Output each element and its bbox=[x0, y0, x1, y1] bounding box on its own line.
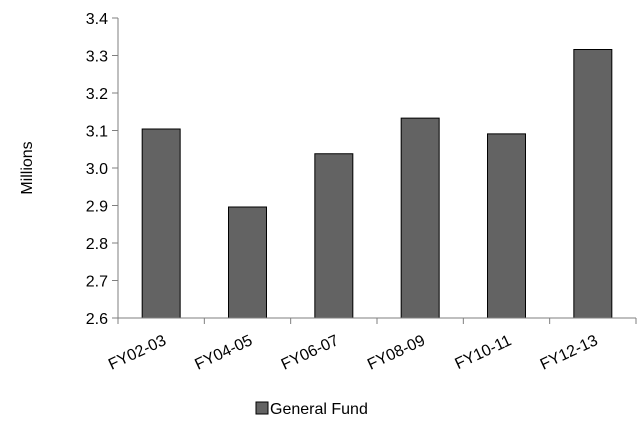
bar-fy12-13 bbox=[573, 49, 613, 319]
x-axis: FY02-03 FY04-05 FY06-07 FY08-09 FY10-11 FY12-… bbox=[106, 317, 637, 374]
bar-fy06-07 bbox=[314, 153, 354, 319]
x-tick-label: FY02-03 bbox=[106, 332, 169, 373]
legend-label-general-fund: General Fund bbox=[270, 401, 368, 418]
y-tick-label: 3.4 bbox=[86, 11, 108, 28]
y-axis: 2.6 2.7 2.8 2.9 3.0 3.1 3.2 3.3 3.4 bbox=[86, 11, 119, 328]
x-tick-label: FY04-05 bbox=[192, 332, 255, 373]
y-tick-label: 2.6 bbox=[86, 311, 108, 328]
legend: General Fund bbox=[255, 401, 368, 418]
x-tick-label: FY12-13 bbox=[538, 332, 601, 373]
legend-swatch-general-fund bbox=[255, 401, 269, 415]
bar-fy02-03 bbox=[141, 128, 181, 319]
x-tick-label: FY08-09 bbox=[365, 332, 428, 373]
y-tick-label: 3.3 bbox=[86, 49, 108, 66]
y-axis-label: Millions bbox=[19, 141, 36, 194]
x-tick-label: FY10-11 bbox=[452, 332, 514, 373]
bar-fy08-09 bbox=[400, 117, 440, 319]
y-tick-label: 2.8 bbox=[86, 236, 108, 253]
y-tick-label: 2.7 bbox=[86, 274, 108, 291]
x-tick-label: FY06-07 bbox=[279, 332, 342, 373]
y-tick-label: 3.2 bbox=[86, 86, 108, 103]
y-tick-label: 3.1 bbox=[86, 124, 108, 141]
y-tick-label: 3.0 bbox=[86, 161, 108, 178]
bars bbox=[141, 49, 613, 319]
bar-fy04-05 bbox=[228, 206, 267, 319]
y-tick-label: 2.9 bbox=[86, 199, 108, 216]
bar-fy10-11 bbox=[487, 133, 526, 319]
